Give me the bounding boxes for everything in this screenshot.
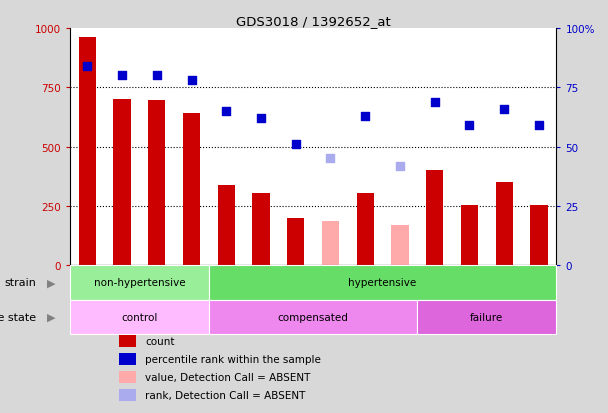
Text: value, Detection Call = ABSENT: value, Detection Call = ABSENT (145, 373, 311, 382)
Point (187, 78, 196, 84)
Bar (119, 372, 136, 383)
Bar (356, 193, 374, 266)
Text: hypertensive: hypertensive (348, 278, 416, 288)
Text: rank, Detection Call = ABSENT: rank, Detection Call = ABSENT (145, 390, 306, 401)
Bar (70, 266, 209, 300)
Point (499, 106, 509, 113)
Point (221, 109, 231, 115)
Point (256, 116, 266, 122)
Text: ▶: ▶ (47, 312, 55, 322)
Bar (218, 185, 235, 266)
Bar (530, 205, 548, 266)
Text: non-hypertensive: non-hypertensive (94, 278, 185, 288)
Point (395, 163, 405, 169)
Text: control: control (121, 312, 157, 322)
Bar (461, 205, 478, 266)
Point (326, 156, 336, 162)
Point (465, 123, 474, 129)
Text: strain: strain (4, 278, 36, 288)
Bar (148, 101, 165, 266)
Bar (78, 38, 96, 266)
Bar (113, 100, 131, 266)
Bar (119, 389, 136, 401)
Bar (426, 171, 443, 266)
Bar (287, 218, 305, 266)
Title: GDS3018 / 1392652_at: GDS3018 / 1392652_at (236, 15, 390, 28)
Point (83, 64, 92, 70)
Bar (322, 222, 339, 266)
Text: failure: failure (470, 312, 503, 322)
Text: percentile rank within the sample: percentile rank within the sample (145, 354, 321, 365)
Text: ▶: ▶ (47, 278, 55, 288)
Point (152, 73, 162, 80)
Bar (119, 354, 136, 366)
Point (534, 123, 544, 129)
Text: count: count (145, 337, 175, 347)
Point (361, 113, 370, 120)
Point (430, 99, 440, 106)
Bar (392, 225, 409, 266)
Point (291, 142, 300, 148)
Bar (252, 193, 270, 266)
Text: compensated: compensated (278, 312, 348, 322)
Bar (119, 336, 136, 348)
Text: disease state: disease state (0, 312, 36, 322)
Bar (209, 300, 417, 334)
Bar (183, 114, 200, 266)
Bar (496, 183, 513, 266)
Bar (70, 300, 209, 334)
Bar (417, 300, 556, 334)
Point (117, 73, 127, 80)
Bar (209, 266, 556, 300)
